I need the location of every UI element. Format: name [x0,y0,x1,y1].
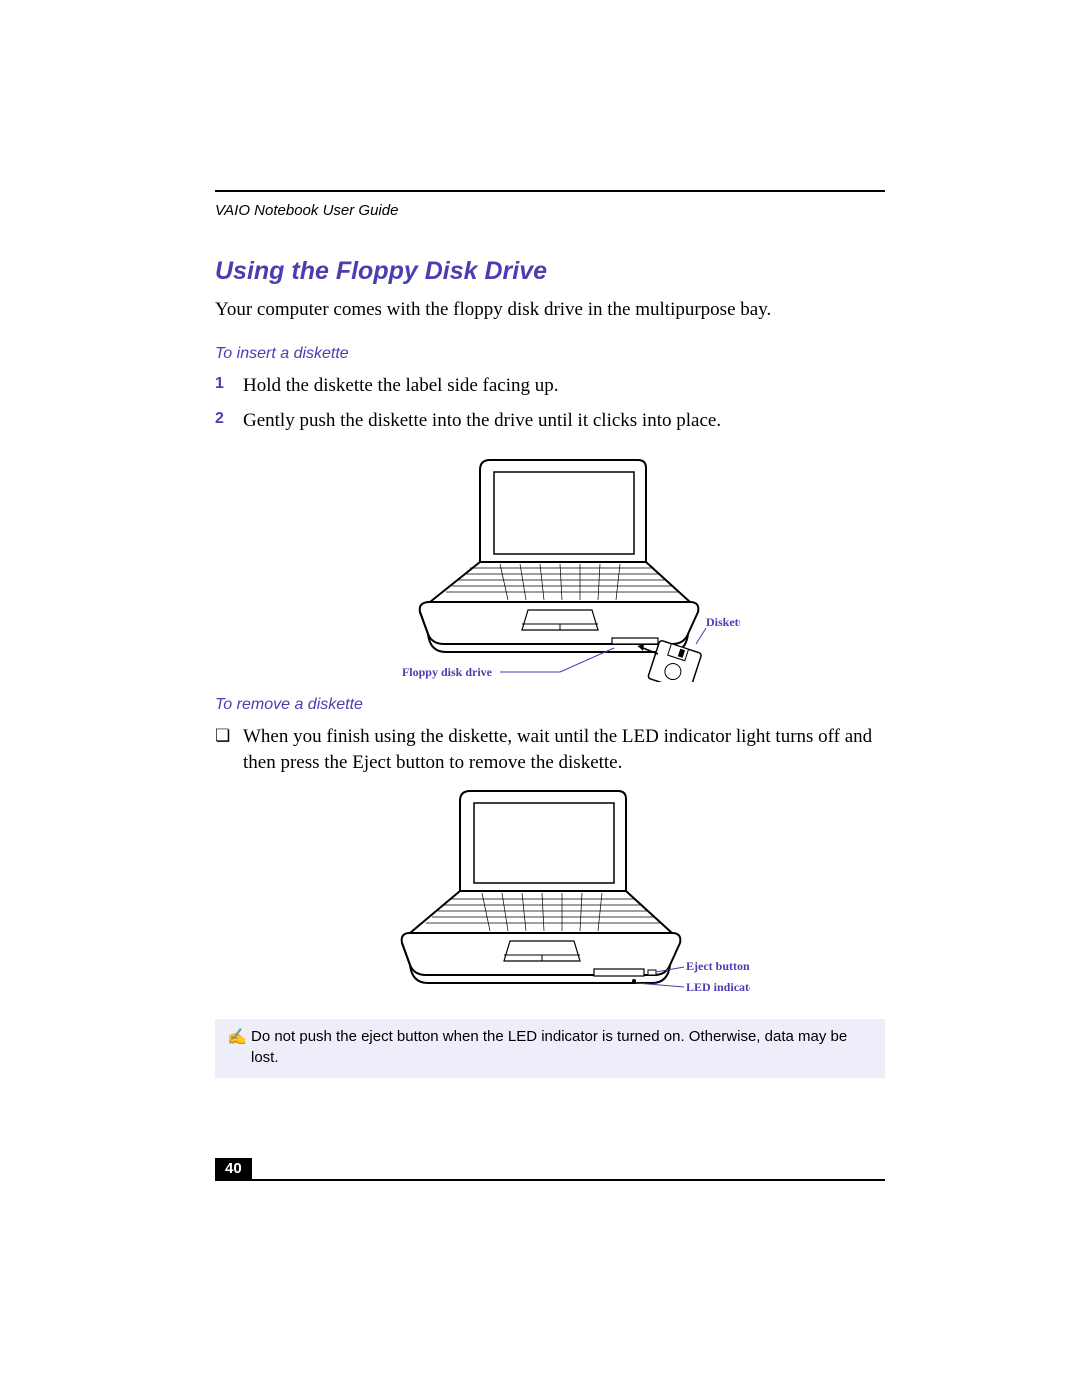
page-footer: 40 [215,1158,885,1181]
laptop-diskette-illustration: Diskette Floppy disk drive [360,452,740,682]
insert-heading: To insert a diskette [215,345,885,363]
remove-bullet-row: ❏ When you finish using the diskette, wa… [215,724,885,775]
remove-heading: To remove a diskette [215,696,885,714]
step-number: 1 [215,373,243,399]
laptop-eject-illustration: Eject button LED indicator [350,785,750,1005]
callout-led-indicator: LED indicator [686,980,750,994]
running-header: VAIO Notebook User Guide [215,202,885,219]
step-row: 2 Gently push the diskette into the driv… [215,408,885,434]
top-rule [215,190,885,192]
bullet-icon: ❏ [215,724,243,775]
step-text: Gently push the diskette into the drive … [243,408,721,434]
page-title: Using the Floppy Disk Drive [215,257,885,286]
note-icon: ✍ [227,1027,251,1068]
insert-steps: 1 Hold the diskette the label side facin… [215,373,885,434]
note-text: Do not push the eject button when the LE… [251,1027,873,1068]
step-row: 1 Hold the diskette the label side facin… [215,373,885,399]
remove-text: When you finish using the diskette, wait… [243,724,885,775]
callout-diskette: Diskette [706,615,740,629]
figure-insert-diskette: Diskette Floppy disk drive [215,452,885,682]
caution-note: ✍ Do not push the eject button when the … [215,1019,885,1078]
callout-floppy-drive: Floppy disk drive [402,665,493,679]
step-text: Hold the diskette the label side facing … [243,373,559,399]
figure-remove-diskette: Eject button LED indicator [215,785,885,1005]
page-number: 40 [215,1158,252,1179]
page-content: VAIO Notebook User Guide Using the Flopp… [215,190,885,1078]
step-number: 2 [215,408,243,434]
callout-eject-button: Eject button [686,959,750,973]
footer-rule [215,1179,885,1181]
intro-paragraph: Your computer comes with the floppy disk… [215,298,885,323]
